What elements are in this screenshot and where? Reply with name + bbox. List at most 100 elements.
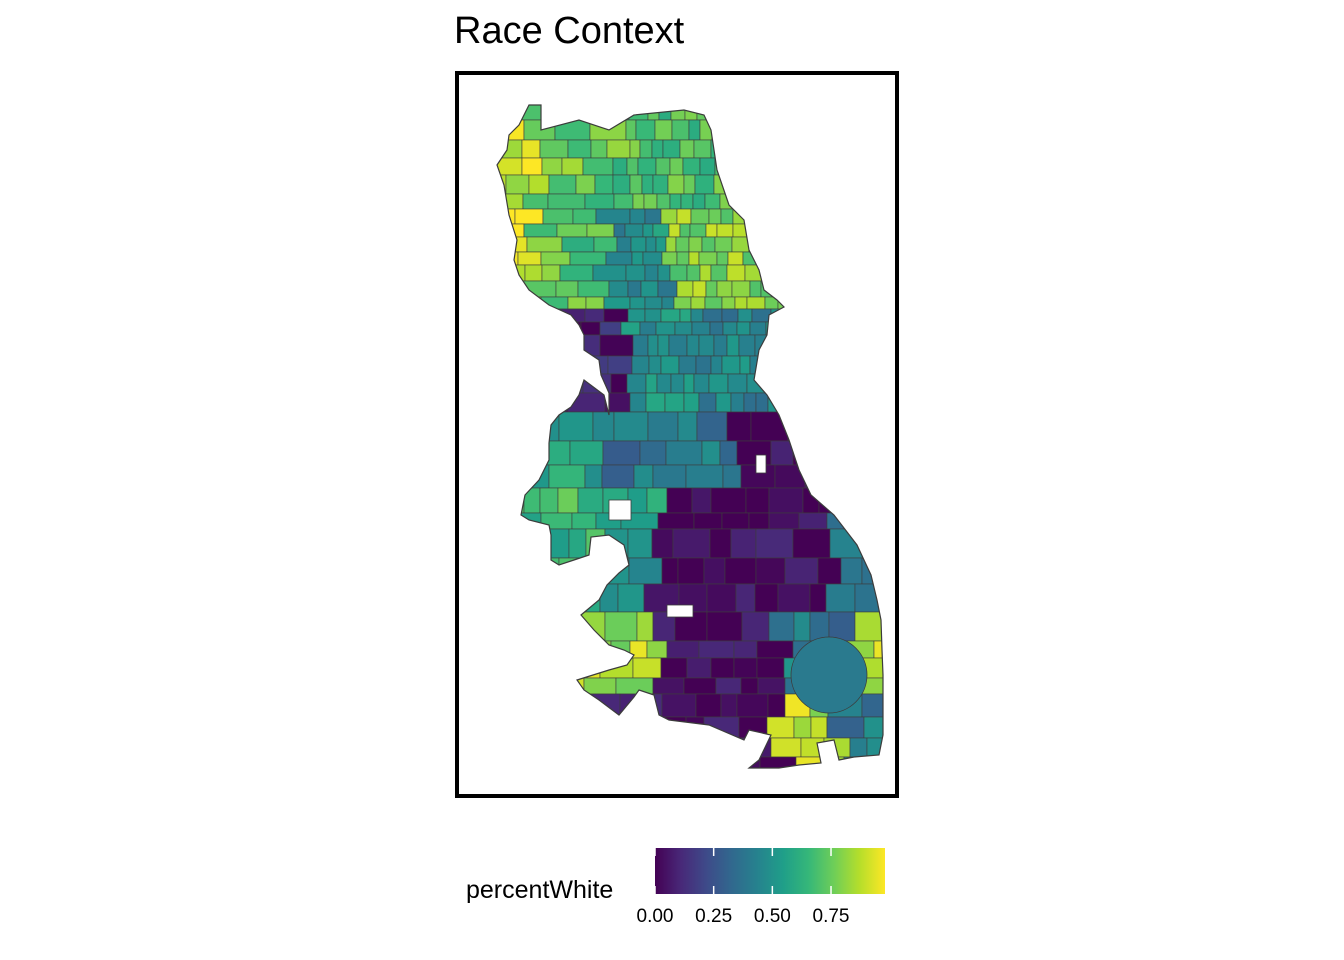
census-tract <box>865 528 883 559</box>
census-tract <box>787 105 803 121</box>
census-tract <box>523 119 556 141</box>
census-tract <box>809 264 830 282</box>
census-tract <box>645 392 666 413</box>
census-tract <box>719 193 740 210</box>
census-tract <box>521 157 543 176</box>
census-tract <box>835 119 851 141</box>
census-tract <box>716 251 729 266</box>
census-tract <box>790 636 868 714</box>
census-tract <box>861 193 874 210</box>
census-tract <box>878 512 883 530</box>
census-tract <box>872 193 883 210</box>
census-tract <box>804 464 833 489</box>
census-tract <box>813 440 832 466</box>
census-tract <box>728 105 748 121</box>
census-tract <box>514 677 548 695</box>
census-tract <box>763 236 782 253</box>
census-tract <box>652 223 670 238</box>
census-tract <box>872 139 883 159</box>
census-tract <box>505 174 530 195</box>
census-tract <box>876 174 883 195</box>
census-tract <box>852 308 871 323</box>
census-tract <box>828 611 856 642</box>
census-tract <box>862 512 880 530</box>
census-tract <box>688 236 703 253</box>
census-tract <box>831 464 853 489</box>
census-tract <box>809 583 827 613</box>
census-tract <box>860 251 876 266</box>
census-tract <box>497 583 513 613</box>
census-tract <box>660 657 688 679</box>
census-tract <box>708 373 729 394</box>
census-tract <box>607 355 633 375</box>
census-tract <box>645 756 672 768</box>
census-tract <box>849 105 869 121</box>
census-tract <box>660 308 681 323</box>
census-tract <box>777 583 811 613</box>
census-tract <box>791 264 811 282</box>
census-tract <box>522 657 548 679</box>
census-tract <box>706 583 737 613</box>
census-tract <box>516 321 545 336</box>
census-tract <box>542 334 579 357</box>
census-tract <box>497 716 518 739</box>
census-tract <box>539 487 559 514</box>
census-tract <box>685 716 705 739</box>
census-tract <box>497 640 507 659</box>
census-tract <box>569 440 604 466</box>
census-tract <box>885 717 895 738</box>
census-tract <box>763 355 781 375</box>
census-tract <box>497 105 519 121</box>
census-tract <box>620 756 647 768</box>
census-tract <box>730 528 757 559</box>
census-tract <box>629 208 646 225</box>
census-tract <box>882 737 883 758</box>
census-tract <box>811 174 823 195</box>
census-tract <box>539 139 569 159</box>
census-tract <box>812 119 824 141</box>
census-tract <box>627 280 642 298</box>
census-tract <box>655 157 671 176</box>
census-tract <box>750 411 789 442</box>
census-tract <box>540 512 573 530</box>
census-tract <box>767 693 786 718</box>
census-tract <box>758 251 777 266</box>
census-tract <box>590 139 608 159</box>
census-tract <box>601 464 635 489</box>
census-tract <box>836 321 854 336</box>
census-tract <box>741 611 770 642</box>
census-tract <box>637 737 671 758</box>
census-tract <box>795 208 807 225</box>
census-tract <box>558 557 588 585</box>
census-tract <box>807 223 828 238</box>
census-tract <box>859 264 880 282</box>
census-tract <box>726 157 746 176</box>
census-tract <box>869 411 883 442</box>
census-tract <box>497 308 514 323</box>
census-tract <box>738 716 768 739</box>
census-tract <box>733 640 758 659</box>
census-tract <box>644 208 662 225</box>
census-tract <box>778 392 791 413</box>
census-tract <box>792 373 808 394</box>
census-tract <box>724 557 757 585</box>
census-tract <box>747 223 767 238</box>
census-tract <box>699 157 716 176</box>
tract-layer <box>497 105 895 789</box>
census-tract <box>852 321 870 336</box>
census-tract <box>690 208 710 225</box>
census-tract <box>726 264 746 282</box>
census-tract <box>514 296 542 310</box>
legend-tick-label: 0.00 <box>636 906 674 927</box>
census-tract <box>567 773 585 789</box>
census-tract <box>497 411 512 442</box>
census-tract <box>631 355 650 375</box>
census-tract <box>577 487 604 514</box>
census-tract <box>757 677 786 695</box>
census-tract <box>616 236 632 253</box>
census-tract <box>541 264 561 282</box>
census-tract <box>858 392 876 413</box>
census-tract <box>593 236 618 253</box>
census-tract <box>777 296 798 310</box>
census-tract <box>693 139 712 159</box>
